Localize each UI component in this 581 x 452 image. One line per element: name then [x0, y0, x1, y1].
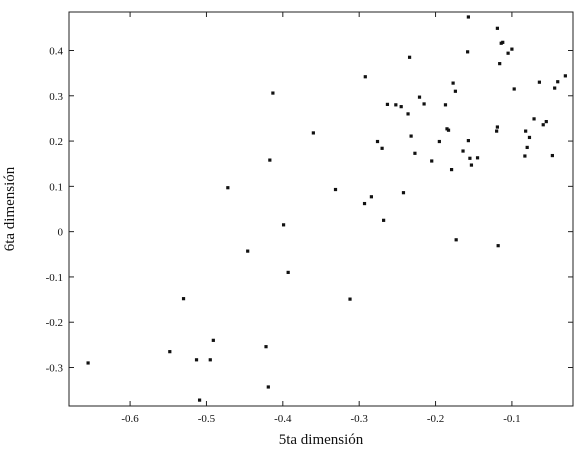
x-axis-title: 5ta dimensión [279, 432, 364, 448]
data-point [226, 186, 230, 190]
data-point [466, 139, 470, 143]
data-point [208, 358, 212, 362]
data-point [563, 74, 567, 78]
data-point [537, 80, 541, 84]
y-axis: -0.3 -0.2 -0.1 0 0.1 0.2 0.3 0.4 [46, 45, 573, 375]
data-point [523, 154, 527, 158]
x-tick-label: -0.4 [274, 413, 292, 425]
data-point [399, 105, 403, 109]
data-point [363, 75, 367, 79]
data-point [264, 345, 268, 349]
data-point [286, 270, 290, 275]
data-point [532, 117, 536, 121]
data-points [86, 15, 567, 402]
data-point [556, 80, 560, 84]
data-point [417, 95, 422, 99]
data-point [525, 145, 529, 150]
data-point [496, 244, 500, 248]
data-point [211, 338, 215, 342]
x-tick-label: -0.5 [198, 413, 216, 425]
data-point [385, 102, 390, 106]
y-tick-label: 0.2 [49, 136, 63, 148]
data-point [375, 139, 380, 144]
data-point [348, 297, 352, 301]
data-point [401, 191, 406, 195]
data-point [181, 297, 186, 301]
data-point [437, 139, 441, 144]
data-point [449, 168, 454, 172]
data-point [451, 81, 455, 85]
data-point [268, 158, 272, 162]
data-point [466, 15, 470, 19]
data-point [422, 102, 426, 106]
data-point [413, 151, 417, 155]
data-point [168, 350, 172, 354]
data-point [527, 135, 532, 140]
data-point [266, 385, 270, 389]
data-point [430, 159, 434, 163]
data-point [443, 103, 448, 107]
data-point [407, 55, 412, 59]
data-point [453, 89, 457, 93]
y-tick-label: 0.3 [49, 91, 63, 103]
data-point [362, 201, 367, 206]
data-point [194, 358, 199, 362]
x-axis: -0.6 -0.5 -0.4 -0.3 -0.2 -0.1 [121, 12, 521, 425]
data-point [461, 149, 465, 153]
data-point [553, 86, 557, 90]
y-tick-label: -0.2 [46, 317, 63, 329]
x-tick-label: -0.3 [350, 413, 368, 425]
data-point [495, 26, 499, 30]
y-axis-title: 6ta dimensión [2, 166, 18, 251]
data-point [281, 223, 286, 227]
data-point [311, 131, 315, 135]
y-tick-label: 0.1 [49, 181, 63, 193]
data-point [510, 47, 514, 51]
data-point [550, 153, 554, 158]
data-point [197, 398, 202, 402]
x-tick-label: -0.6 [121, 413, 139, 425]
data-point [524, 129, 528, 133]
data-point [468, 156, 472, 160]
data-point [501, 40, 505, 44]
data-point [271, 91, 275, 95]
y-tick-label: 0 [58, 227, 64, 239]
data-point [406, 112, 410, 116]
data-point [382, 218, 386, 222]
data-point [333, 187, 338, 192]
data-point [544, 119, 548, 124]
data-point [495, 129, 499, 133]
data-point [475, 156, 480, 160]
plot-area [68, 11, 574, 407]
data-point [369, 195, 373, 199]
data-point [466, 50, 470, 54]
data-point [380, 146, 384, 150]
data-point [409, 134, 413, 138]
y-tick-label: -0.1 [46, 272, 63, 284]
data-point [246, 249, 250, 253]
y-tick-label: 0.4 [49, 45, 63, 57]
x-tick-label: -0.2 [427, 413, 444, 425]
data-point [394, 103, 398, 107]
data-point [498, 62, 502, 66]
y-tick-label: -0.3 [46, 363, 64, 375]
x-tick-label: -0.1 [503, 413, 520, 425]
data-point [454, 238, 458, 242]
data-point [512, 87, 516, 91]
data-point [469, 163, 474, 167]
data-point [446, 128, 451, 132]
data-point [495, 125, 499, 129]
data-point [541, 123, 545, 127]
data-point [506, 51, 510, 55]
data-point [86, 361, 90, 365]
